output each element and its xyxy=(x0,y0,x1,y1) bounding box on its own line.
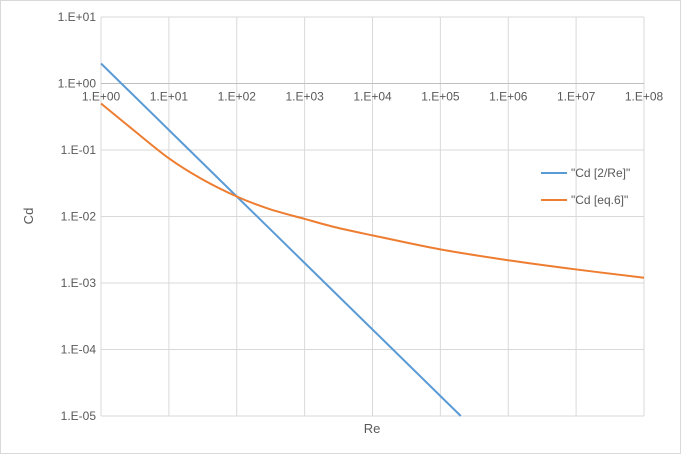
x-tick-label: 1.E+01 xyxy=(150,90,189,104)
x-tick-label: 1.E+00 xyxy=(82,90,121,104)
y-tick-label: 1.E-01 xyxy=(61,143,97,157)
x-tick-label: 1.E+04 xyxy=(353,90,392,104)
x-axis-line xyxy=(100,17,644,416)
x-tick-label: 1.E+05 xyxy=(421,90,460,104)
x-tick-label: 1.E+07 xyxy=(557,90,596,104)
series-lines xyxy=(100,62,645,417)
x-tick-label: 1.E+02 xyxy=(218,90,257,104)
x-tick-label: 1.E+06 xyxy=(489,90,528,104)
y-tick-label: 1.E+01 xyxy=(58,10,97,24)
series-line-1 xyxy=(100,62,462,417)
gridlines xyxy=(101,16,645,417)
x-tick-label: 1.E+03 xyxy=(285,90,324,104)
x-tick-label: 1.E+08 xyxy=(625,90,664,104)
x-tick-labels: 1.E+00 1.E+01 1.E+02 1.E+03 1.E+04 1.E+05 1.E+… xyxy=(82,90,664,104)
y-tick-label: 1.E+00 xyxy=(58,77,97,91)
legend-label-1: "Cd [2/Re]" xyxy=(571,166,630,180)
x-axis-title: Re xyxy=(364,421,381,436)
series-line-2 xyxy=(100,102,645,279)
y-tick-labels: 1.E-05 1.E-04 1.E-03 1.E-02 1.E-01 1.E+00 1.E+… xyxy=(58,10,97,423)
y-tick-label: 1.E-03 xyxy=(61,276,97,290)
y-tick-label: 1.E-04 xyxy=(61,343,97,357)
y-tick-label: 1.E-02 xyxy=(61,210,97,224)
legend: "Cd [2/Re]" "Cd [eq.6]" xyxy=(541,166,630,207)
y-tick-label: 1.E-05 xyxy=(61,409,97,423)
legend-label-2: "Cd [eq.6]" xyxy=(571,193,628,207)
y-axis-title: Cd xyxy=(21,208,36,225)
